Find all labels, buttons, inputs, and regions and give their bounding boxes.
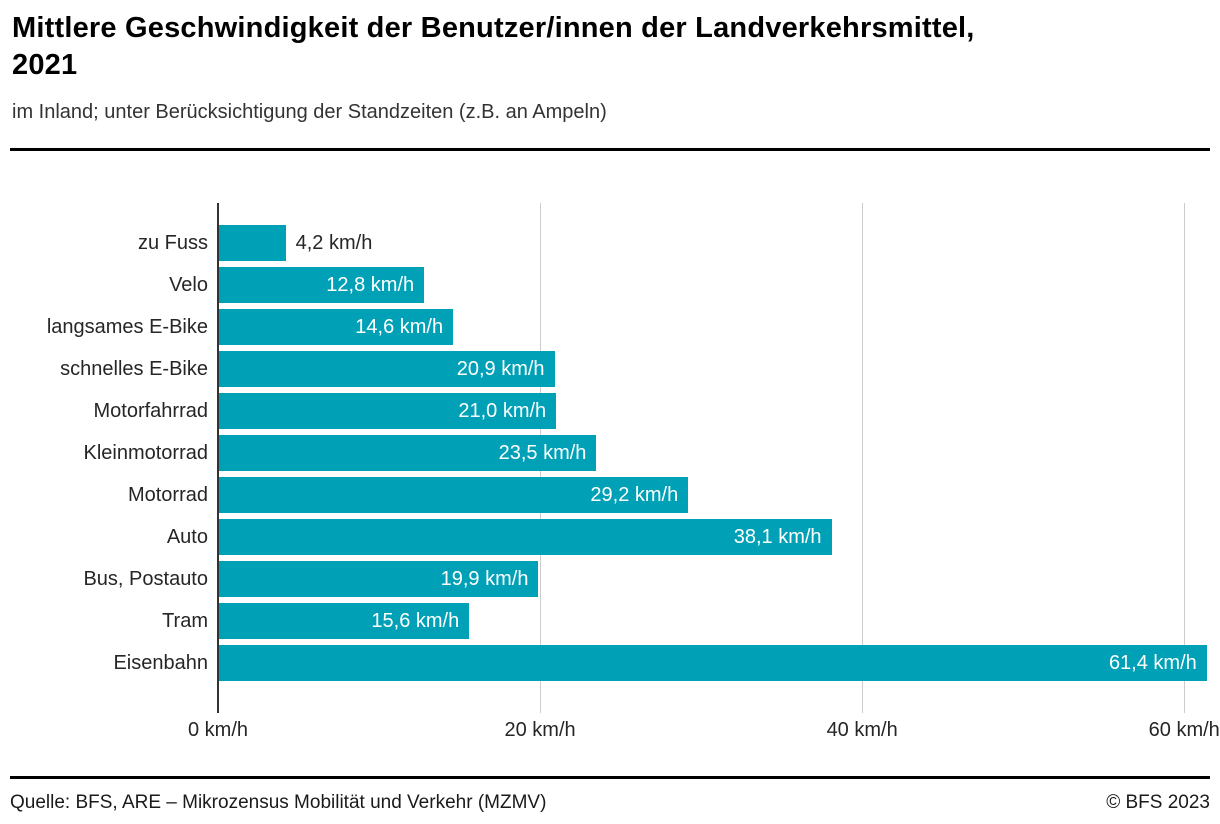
bar-track: 12,8 km/h <box>218 267 1210 303</box>
bar-row: Tram 15,6 km/h <box>10 600 1210 642</box>
bar-track: 15,6 km/h <box>218 603 1210 639</box>
bar-track: 4,2 km/h <box>218 225 1210 261</box>
bar-row: Velo 12,8 km/h <box>10 264 1210 306</box>
bar-track: 23,5 km/h <box>218 435 1210 471</box>
bar-row: Motorfahrrad 21,0 km/h <box>10 390 1210 432</box>
bar: 15,6 km/h <box>218 603 470 639</box>
bar-value-label: 14,6 km/h <box>355 315 444 338</box>
category-label: zu Fuss <box>137 231 208 254</box>
bar-row: Auto 38,1 km/h <box>10 516 1210 558</box>
chart-footer: Quelle: BFS, ARE – Mikrozensus Mobilität… <box>10 779 1210 814</box>
bar: 23,5 km/h <box>218 435 597 471</box>
category-label: Velo <box>169 273 208 296</box>
bar-value-label: 19,9 km/h <box>440 567 529 590</box>
bar-track: 61,4 km/h <box>218 645 1210 681</box>
source-text: Quelle: BFS, ARE – Mikrozensus Mobilität… <box>10 792 547 813</box>
chart-title-line2: 2021 <box>12 49 78 81</box>
bar: 14,6 km/h <box>218 309 454 345</box>
category-label: schnelles E-Bike <box>60 357 208 380</box>
category-label: Tram <box>162 609 208 632</box>
bar: 19,9 km/h <box>218 561 539 597</box>
bar: 21,0 km/h <box>218 393 557 429</box>
x-axis-tick-label: 20 km/h <box>504 719 576 741</box>
category-label: Bus, Postauto <box>83 567 208 590</box>
category-label: Auto <box>166 525 208 548</box>
bar-row: schnelles E-Bike 20,9 km/h <box>10 348 1210 390</box>
bar-chart: zu Fuss 4,2 km/h Velo 12,8 km/h langsames E-… <box>10 203 1220 741</box>
bar-value-label: 38,1 km/h <box>733 525 822 548</box>
copyright-text: © BFS 2023 <box>1106 792 1210 813</box>
category-label: Kleinmotorrad <box>83 441 208 464</box>
bar-rows: zu Fuss 4,2 km/h Velo 12,8 km/h langsames E-… <box>10 222 1210 684</box>
gridline-60 <box>1184 203 1186 713</box>
bar-track: 38,1 km/h <box>218 519 1210 555</box>
x-axis-tick-label: 40 km/h <box>826 719 898 741</box>
bar-row: Motorrad 29,2 km/h <box>10 474 1210 516</box>
bar: 20,9 km/h <box>218 351 555 387</box>
bar-track: 20,9 km/h <box>218 351 1210 387</box>
chart-title: Mittlere Geschwindigkeit der Benutzer/in… <box>12 10 1210 84</box>
footer-divider <box>10 776 1210 779</box>
y-axis-line <box>217 203 219 713</box>
bar-row: Kleinmotorrad 23,5 km/h <box>10 432 1210 474</box>
header-divider <box>10 148 1210 151</box>
bar: 38,1 km/h <box>218 519 832 555</box>
x-axis: 0 km/h 20 km/h 40 km/h 60 km/h <box>188 719 1220 745</box>
category-label: Eisenbahn <box>113 651 208 674</box>
bar-row: Eisenbahn 61,4 km/h <box>10 642 1210 684</box>
bar-value-label: 12,8 km/h <box>326 273 415 296</box>
chart-header: Mittlere Geschwindigkeit der Benutzer/in… <box>10 10 1210 124</box>
bar-value-label: 4,2 km/h <box>295 232 373 254</box>
bar-value-label: 23,5 km/h <box>498 441 587 464</box>
bar-row: langsames E-Bike 14,6 km/h <box>10 306 1210 348</box>
bar-value-label: 21,0 km/h <box>458 399 547 422</box>
chart-title-line1: Mittlere Geschwindigkeit der Benutzer/in… <box>12 12 975 44</box>
bar-value-label: 15,6 km/h <box>371 609 460 632</box>
x-axis-tick-label: 0 km/h <box>187 719 249 741</box>
bar-track: 19,9 km/h <box>218 561 1210 597</box>
category-label: Motorfahrrad <box>93 399 209 422</box>
category-label: Motorrad <box>127 483 208 506</box>
category-label: langsames E-Bike <box>46 315 208 338</box>
bar-track: 14,6 km/h <box>218 309 1210 345</box>
bar: 12,8 km/h <box>218 267 425 303</box>
bar-value-label: 20,9 km/h <box>456 357 545 380</box>
bar-track: 29,2 km/h <box>218 477 1210 513</box>
bar-track: 21,0 km/h <box>218 393 1210 429</box>
x-axis-tick-label: 60 km/h <box>1148 719 1220 741</box>
bar <box>218 225 286 261</box>
bar-value-label: 29,2 km/h <box>590 483 679 506</box>
bar: 29,2 km/h <box>218 477 689 513</box>
bar-row: zu Fuss 4,2 km/h <box>10 222 1210 264</box>
chart-subtitle: im Inland; unter Berücksichtigung der St… <box>12 101 607 123</box>
bar-value-label: 61,4 km/h <box>1108 651 1197 674</box>
bar: 61,4 km/h <box>218 645 1207 681</box>
gridline-40 <box>862 203 864 713</box>
bar-row: Bus, Postauto 19,9 km/h <box>10 558 1210 600</box>
